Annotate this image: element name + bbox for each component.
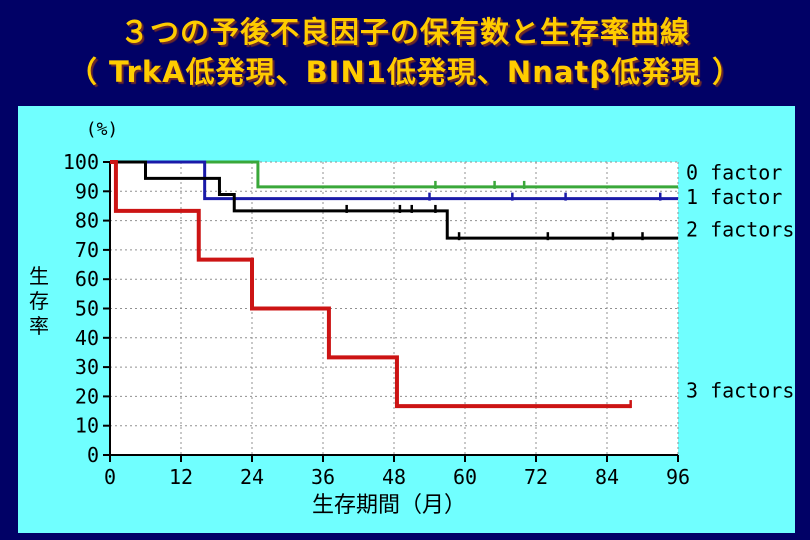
x-tick-label: 84 <box>595 465 619 489</box>
x-tick-label: 72 <box>524 465 548 489</box>
x-axis-title: 生存期間（月） <box>312 493 466 518</box>
y-axis-title-char: 率 <box>29 314 49 338</box>
y-tick-label: 0 <box>87 443 99 467</box>
x-tick-label: 48 <box>382 465 406 489</box>
y-tick-label: 30 <box>75 355 99 379</box>
y-unit-label: (%) <box>86 119 119 140</box>
y-tick-label: 20 <box>75 384 99 408</box>
x-tick-label: 12 <box>169 465 193 489</box>
y-tick-label: 40 <box>75 326 99 350</box>
x-tick-label: 0 <box>104 465 116 489</box>
series-label-2-factors: 2 factors <box>686 217 794 241</box>
series-curve-1-factor <box>110 160 678 201</box>
slide-title-line2: （ TrkA低発現、BIN1低発現、Nnatβ低発現 ） <box>67 55 743 89</box>
y-axis-title-char: 存 <box>29 289 49 313</box>
y-tick-label: 70 <box>75 238 99 262</box>
series-curve-3-factors <box>110 160 631 409</box>
y-axis-title-char: 生 <box>29 264 49 288</box>
series-curve-2-factors <box>110 160 678 240</box>
y-tick-label: 60 <box>75 267 99 291</box>
series-label-0-factor: 0 factor <box>686 160 782 184</box>
y-tick-label: 50 <box>75 297 99 321</box>
x-tick-label: 36 <box>311 465 335 489</box>
x-tick-label: 96 <box>666 465 690 489</box>
survival-chart-panel: 0 10 20 30 40 50 60 70 80 90 100 0 12 24 36 48 60 72 84 96 (… <box>18 106 795 533</box>
y-tick-label: 80 <box>75 209 99 233</box>
y-tick-label: 100 <box>63 150 99 174</box>
y-tick-label: 10 <box>75 414 99 438</box>
series-label-3-factors: 3 factors <box>686 379 794 403</box>
survival-chart: 0 10 20 30 40 50 60 70 80 90 100 0 12 24 36 48 60 72 84 96 (… <box>29 119 794 518</box>
x-tick-label: 60 <box>453 465 477 489</box>
y-tick-label: 90 <box>75 179 99 203</box>
slide-title-line1: ３つの予後不良因子の保有数と生存率曲線 <box>119 15 690 49</box>
slide-title: ３つの予後不良因子の保有数と生存率曲線 （ TrkA低発現、BIN1低発現、Nn… <box>0 0 810 104</box>
x-tick-label: 24 <box>240 465 264 489</box>
series-label-1-factor: 1 factor <box>686 185 782 209</box>
